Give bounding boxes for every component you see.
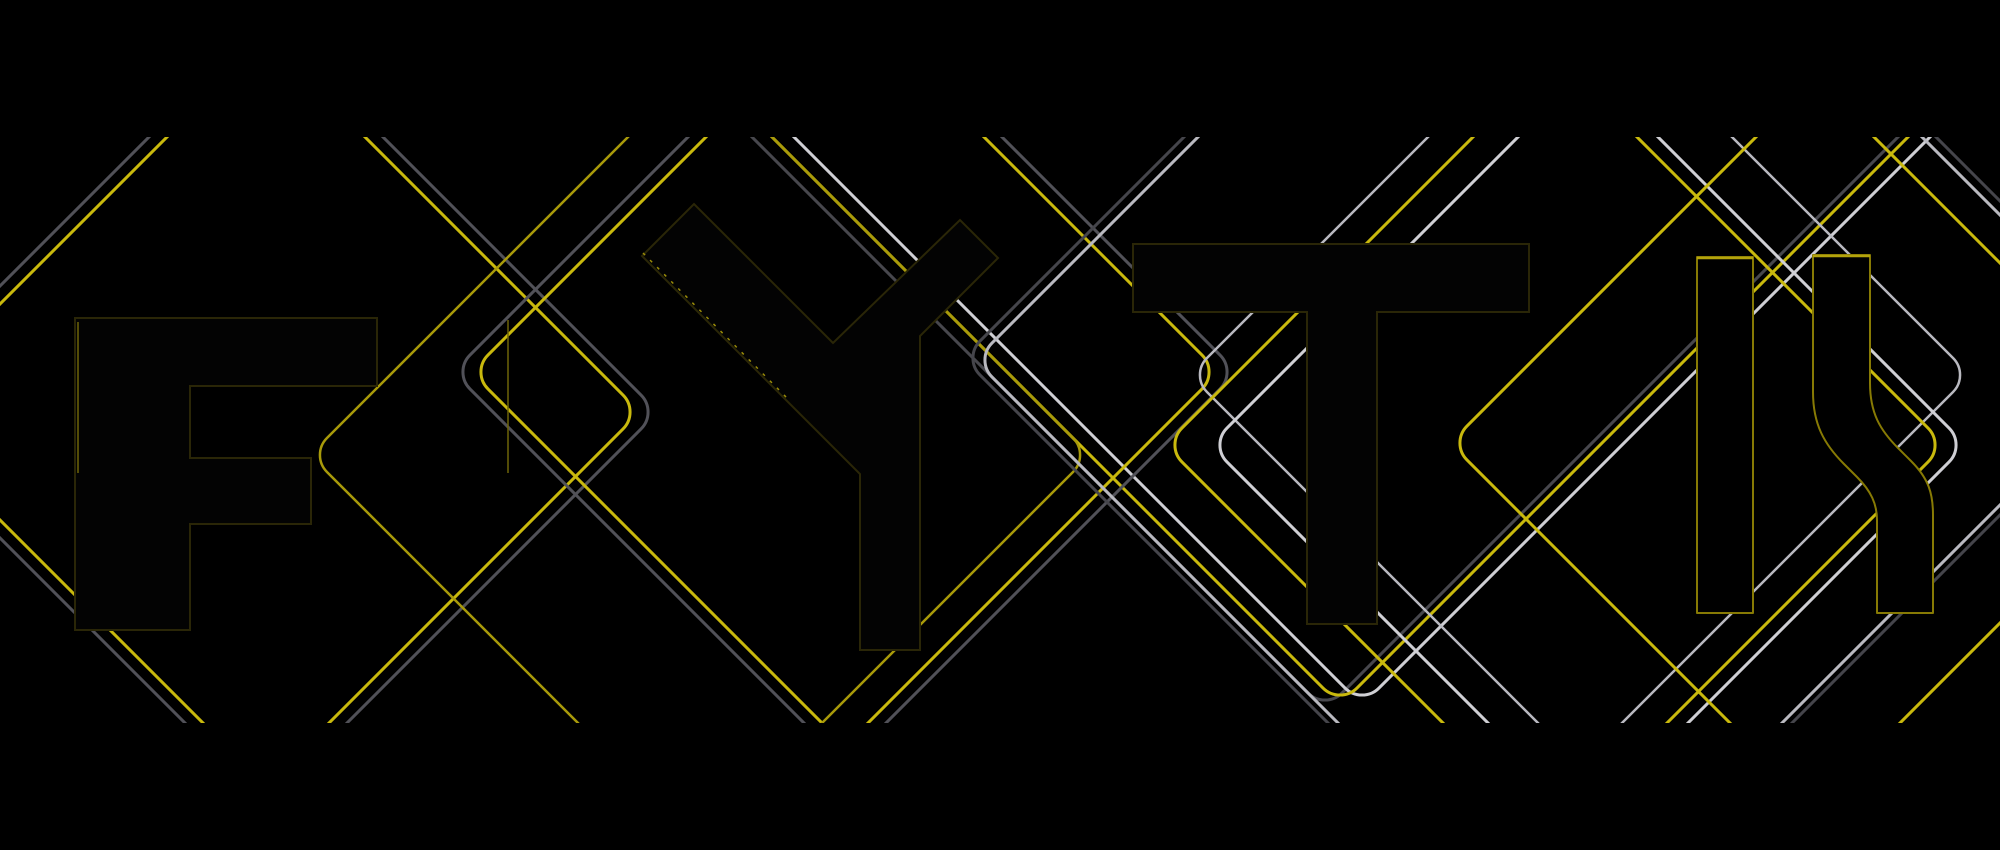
letter-F [74, 317, 378, 631]
letter-Y [640, 202, 1000, 651]
letter-T [1132, 243, 1530, 625]
lane-straight-bar [1696, 256, 1754, 614]
diamond-gray-middle-outer [461, 137, 1229, 723]
lane-shift-curve [1812, 254, 1934, 614]
accent-dashed-diagonal [642, 252, 788, 399]
diamond-yellow-far-right [1458, 137, 2000, 723]
diamond-white-right-large [983, 137, 2000, 723]
diamond-yellow-middle-inner [479, 137, 1211, 723]
diamond-gray-right-large [971, 137, 2000, 723]
diamond-gray-center-bottom [633, 137, 2000, 702]
diamond-white-right-small [1198, 137, 1962, 723]
